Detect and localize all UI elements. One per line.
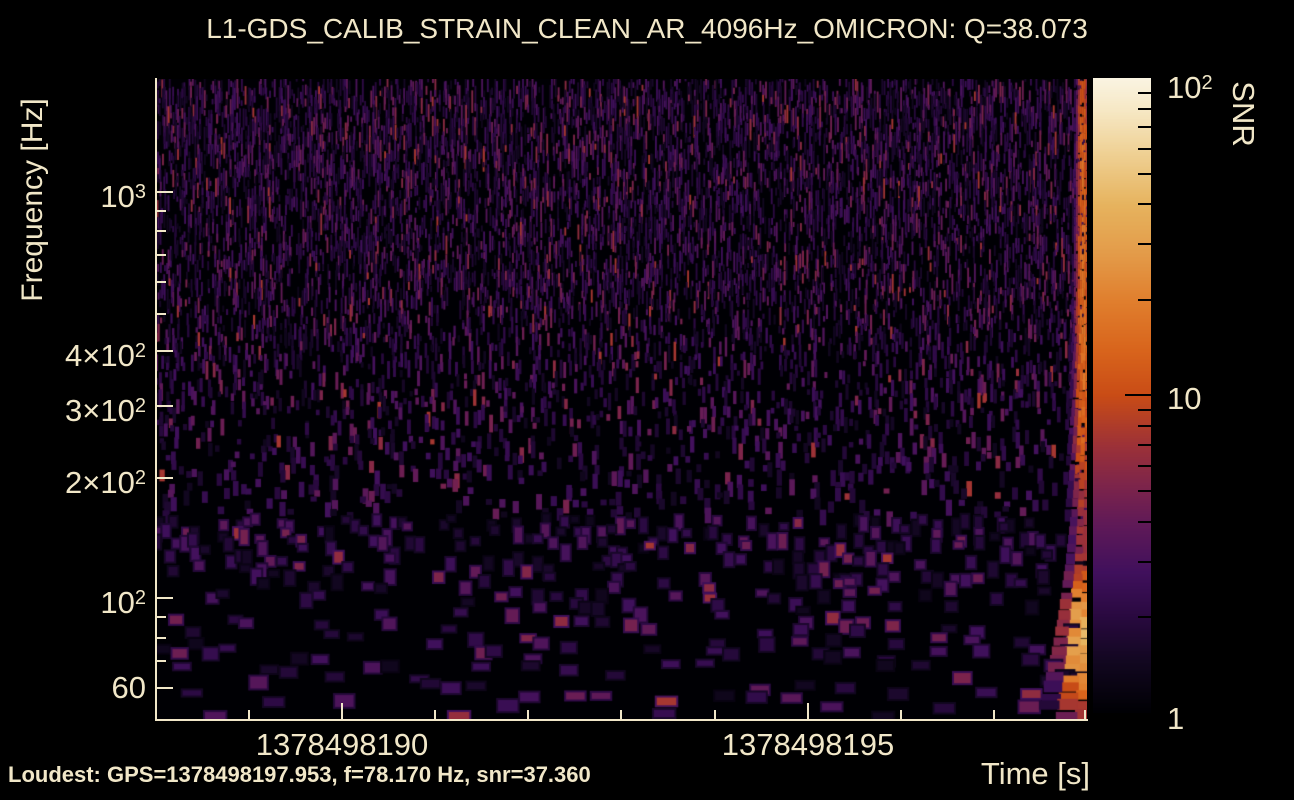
y-minor-tick	[157, 281, 166, 283]
colorbar-minor-tick	[1138, 465, 1151, 467]
colorbar-minor-tick	[1138, 444, 1151, 446]
colorbar-tick-label: 10	[1167, 381, 1202, 416]
spectrogram-heatmap	[155, 79, 1087, 719]
colorbar-minor-tick	[1138, 561, 1151, 563]
x-minor-tick	[900, 710, 902, 719]
x-axis-spine	[155, 719, 1088, 721]
colorbar-minor-tick	[1138, 92, 1151, 94]
y-tick-label: 3×102	[65, 393, 146, 428]
x-minor-tick	[1084, 710, 1086, 719]
x-minor-tick	[527, 710, 529, 719]
colorbar-tick-label: 102	[1167, 70, 1213, 105]
y-major-tick	[157, 477, 173, 479]
y-minor-tick	[157, 637, 166, 639]
y-major-tick	[157, 191, 173, 193]
x-minor-tick	[620, 710, 622, 719]
colorbar-minor-tick	[1138, 409, 1151, 411]
y-minor-tick	[157, 254, 166, 256]
y-tick-label: 4×102	[65, 338, 146, 373]
colorbar-minor-tick	[1138, 425, 1151, 427]
y-minor-tick	[157, 313, 166, 315]
colorbar-minor-tick	[1138, 108, 1151, 110]
y-minor-tick	[157, 210, 166, 212]
colorbar-minor-tick	[1138, 299, 1151, 301]
colorbar-minor-tick	[1138, 148, 1151, 150]
y-tick-label: 103	[100, 179, 146, 214]
y-major-tick	[157, 405, 173, 407]
x-minor-tick	[993, 710, 995, 719]
x-minor-tick	[434, 710, 436, 719]
colorbar-label: SNR	[1226, 81, 1261, 147]
y-tick-label: 60	[111, 670, 146, 705]
x-tick-label: 1378498195	[721, 727, 895, 762]
y-tick-label: 2×102	[65, 465, 146, 500]
y-minor-tick	[157, 616, 166, 618]
colorbar-minor-tick	[1138, 616, 1151, 618]
colorbar-minor-tick	[1138, 521, 1151, 523]
colorbar-minor-tick	[1138, 203, 1151, 205]
plot-title: L1-GDS_CALIB_STRAIN_CLEAN_AR_4096Hz_OMIC…	[206, 13, 1088, 44]
y-axis-spine	[155, 78, 157, 721]
x-axis-label: Time [s]	[980, 756, 1090, 791]
y-minor-tick	[157, 660, 166, 662]
colorbar-major-tick	[1125, 394, 1151, 396]
colorbar-minor-tick	[1138, 243, 1151, 245]
x-minor-tick	[248, 710, 250, 719]
y-major-tick	[157, 597, 173, 599]
colorbar-minor-tick	[1138, 126, 1151, 128]
colorbar-tick-label: 1	[1167, 701, 1185, 736]
x-major-tick	[341, 703, 343, 719]
y-major-tick	[157, 687, 173, 689]
y-major-tick	[157, 350, 173, 352]
x-minor-tick	[714, 710, 716, 719]
y-minor-tick	[157, 230, 166, 232]
loudest-event-annotation: Loudest: GPS=1378498197.953, f=78.170 Hz…	[8, 762, 591, 787]
x-major-tick	[807, 703, 809, 719]
x-tick-label: 1378498190	[255, 727, 429, 762]
colorbar-minor-tick	[1138, 490, 1151, 492]
y-tick-label: 102	[100, 585, 146, 620]
colorbar-minor-tick	[1138, 173, 1151, 175]
